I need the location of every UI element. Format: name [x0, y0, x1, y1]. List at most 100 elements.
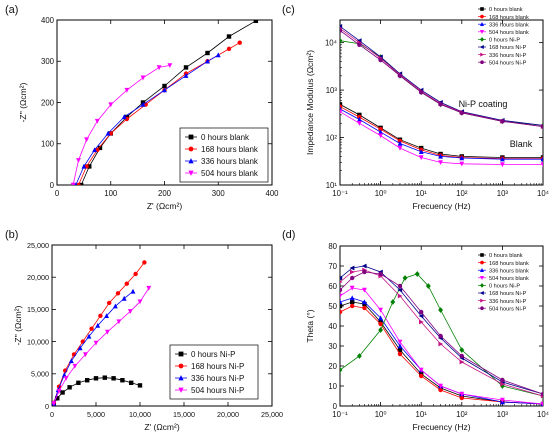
data-point: [129, 380, 134, 386]
data-point: [438, 307, 443, 313]
y-tick-label: 40: [328, 322, 337, 331]
data-point: [68, 358, 74, 364]
data-point: [438, 341, 444, 347]
legend-marker: [480, 253, 484, 257]
data-point: [540, 401, 543, 406]
legend-entry: 168 hours blank: [489, 15, 529, 21]
data-point: [418, 313, 424, 319]
data-point: [500, 156, 505, 162]
data-point: [357, 42, 362, 48]
series-line: [340, 287, 543, 405]
data-point: [349, 265, 355, 271]
panel-label: (c): [282, 4, 295, 16]
data-point: [459, 353, 464, 359]
data-point: [130, 288, 136, 294]
data-point: [340, 293, 343, 299]
data-point: [438, 160, 443, 165]
legend-marker: [188, 158, 194, 164]
data-point: [127, 309, 133, 314]
series-line: [53, 377, 141, 405]
data-point: [378, 57, 383, 63]
series-line: [340, 301, 543, 405]
legend-entry: 168 hours blank: [489, 261, 529, 267]
data-point: [500, 119, 505, 124]
x-tick-label: 200: [158, 189, 172, 198]
data-point: [253, 20, 259, 24]
data-point: [104, 313, 109, 318]
legend-marker: [480, 37, 484, 42]
data-point: [87, 164, 92, 169]
legend-marker: [178, 363, 184, 369]
legend-entry: 336 hours blank: [489, 22, 529, 28]
legend-marker: [480, 306, 484, 311]
data-point: [112, 303, 118, 309]
legend-marker: [480, 298, 485, 303]
y-tick-label: 10⁴: [325, 38, 337, 47]
data-point: [349, 295, 355, 301]
series-line: [75, 54, 219, 185]
data-point: [340, 275, 343, 281]
data-point: [418, 367, 424, 373]
series-line: [340, 104, 543, 158]
y-tick-label: 60: [328, 282, 337, 291]
legend-entry: 0 hours blank: [489, 7, 523, 13]
data-point: [115, 291, 121, 296]
data-point: [76, 158, 81, 163]
y-tick-label: 200: [41, 98, 55, 107]
data-point: [378, 126, 383, 132]
legend: 0 hours Ni-P 168 hours Ni-P 336 hours Ni-P…: [169, 344, 259, 400]
panel-c: 10⁻¹ 10⁰ 10¹ 10² 10³ 10⁴ 10¹ 10² 10³ 10⁴ Frecuency…: [282, 4, 549, 211]
legend-marker: [480, 283, 484, 288]
data-point: [378, 327, 383, 333]
x-tick-label: 10⁰: [375, 189, 387, 198]
x-tick-label: 10⁰: [375, 410, 387, 419]
data-point: [459, 161, 465, 167]
legend-entry: 504 hours blank: [489, 30, 529, 36]
data-point: [397, 343, 403, 349]
data-point: [142, 260, 147, 265]
data-point: [340, 280, 343, 284]
legend-entry: 504 hours blank: [201, 169, 259, 178]
data-point: [70, 182, 76, 185]
data-point: [357, 121, 362, 126]
data-point: [378, 315, 383, 321]
x-tick-label: 10²: [456, 189, 468, 198]
data-point: [146, 285, 152, 291]
y-tick-label: 50: [328, 302, 337, 311]
data-point: [167, 63, 173, 68]
y-axis-label: -Z'' (Ωcm²): [13, 305, 23, 345]
data-point: [425, 283, 431, 289]
data-point: [397, 293, 403, 299]
data-point: [340, 303, 343, 309]
data-point: [226, 34, 232, 39]
panel-d: 10⁻¹ 10⁰ 10¹ 10² 10³ 10⁴ 0 10 20 30 40 50 60 70 80 Frec…: [282, 229, 549, 432]
data-point: [397, 283, 403, 289]
x-tick-label: 20,000: [217, 410, 239, 419]
data-point: [84, 137, 89, 143]
data-point: [340, 287, 343, 293]
data-point: [340, 309, 343, 315]
series-line: [340, 305, 543, 405]
data-point: [402, 275, 408, 281]
legend-entry: 504 hours blank: [489, 276, 529, 282]
y-tick-label: 0: [45, 402, 49, 411]
y-tick-label: 100: [41, 140, 55, 149]
legend-entry: 168 hours blank: [201, 145, 259, 154]
data-point: [500, 162, 505, 168]
x-tick-label: 10⁴: [537, 410, 549, 419]
legend-entry: 0 hours Ni-P: [191, 350, 235, 359]
data-point: [418, 149, 424, 154]
data-point: [108, 102, 114, 108]
data-point: [390, 299, 396, 305]
data-layer: [70, 20, 259, 185]
data-point: [55, 396, 60, 401]
data-point: [124, 87, 130, 93]
data-point: [459, 155, 465, 161]
data-point: [124, 281, 129, 286]
series-line: [340, 271, 543, 395]
data-point: [350, 275, 355, 281]
legend-marker: [480, 52, 485, 57]
